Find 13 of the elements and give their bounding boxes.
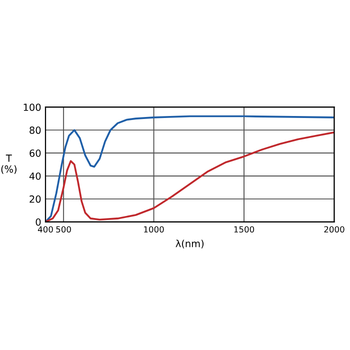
y-axis-title: T (%) (1, 154, 16, 174)
x-axis-title: λ(nm) (176, 240, 204, 248)
x-tick-label: 400 (38, 226, 53, 233)
y-tick-label: 20 (30, 195, 41, 203)
y-tick-label: 80 (30, 126, 41, 134)
x-tick-label: 2000 (324, 226, 344, 233)
y-tick-label: 0 (36, 218, 41, 226)
x-tick-label: 500 (56, 226, 71, 233)
x-tick-label: 1000 (144, 226, 164, 233)
y-tick-label: 100 (24, 104, 41, 111)
y-tick-label: 40 (29, 172, 41, 180)
y-tick-label: 60 (30, 150, 41, 157)
x-tick-label: 1500 (234, 226, 254, 233)
